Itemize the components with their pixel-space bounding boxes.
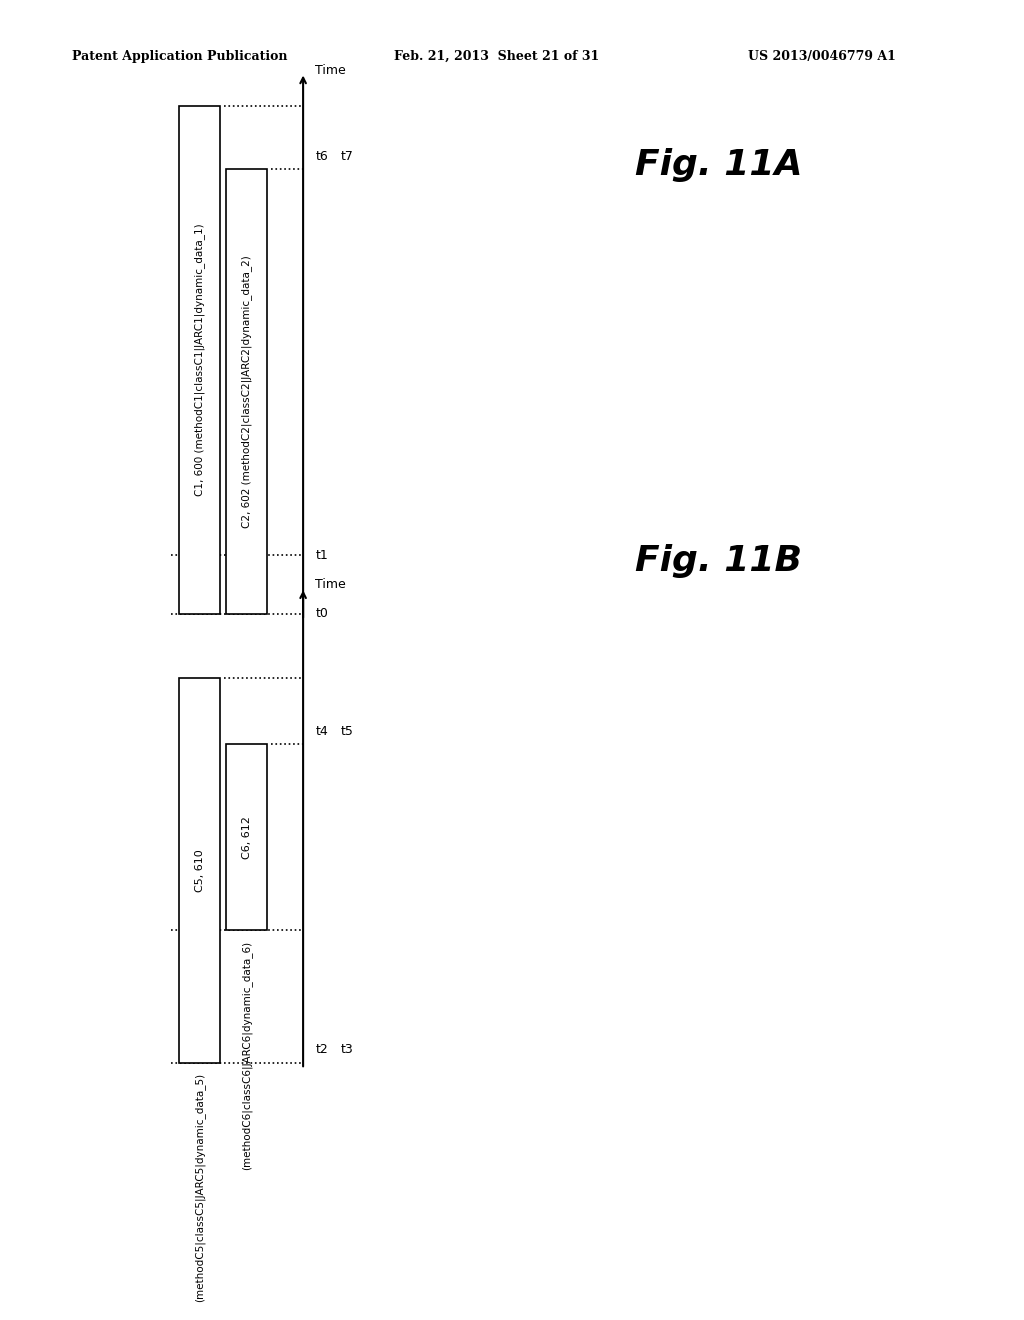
Text: C6, 612: C6, 612: [242, 816, 252, 858]
Text: C1, 600 (methodC1|classC1|JARC1|dynamic_data_1): C1, 600 (methodC1|classC1|JARC1|dynamic_…: [195, 223, 205, 496]
Bar: [179, 106, 220, 614]
Text: Time: Time: [315, 63, 346, 77]
Text: t4: t4: [315, 725, 328, 738]
Text: US 2013/0046779 A1: US 2013/0046779 A1: [748, 50, 895, 63]
Bar: [226, 744, 267, 929]
Text: C5, 610: C5, 610: [195, 849, 205, 891]
Text: Time: Time: [315, 578, 346, 591]
Text: t5: t5: [341, 725, 354, 738]
Text: t3: t3: [341, 1043, 353, 1056]
Text: C2, 602 (methodC2|classC2|JARC2|dynamic_data_2): C2, 602 (methodC2|classC2|JARC2|dynamic_…: [242, 255, 252, 528]
Text: t2: t2: [315, 1043, 328, 1056]
Text: Fig. 11A: Fig. 11A: [635, 148, 803, 182]
Text: Patent Application Publication: Patent Application Publication: [72, 50, 287, 63]
Text: (methodC5|classC5|JARC5|dynamic_data_5): (methodC5|classC5|JARC5|dynamic_data_5): [195, 1073, 205, 1303]
Bar: [226, 169, 267, 614]
Text: t6: t6: [315, 149, 328, 162]
Text: (methodC6|classC6|JARC6|dynamic_data_6): (methodC6|classC6|JARC6|dynamic_data_6): [242, 940, 252, 1170]
Text: t7: t7: [341, 149, 354, 162]
Text: t0: t0: [315, 607, 329, 620]
Text: Fig. 11B: Fig. 11B: [635, 544, 802, 578]
Text: Feb. 21, 2013  Sheet 21 of 31: Feb. 21, 2013 Sheet 21 of 31: [394, 50, 599, 63]
Text: t1: t1: [315, 549, 328, 562]
Bar: [179, 678, 220, 1063]
